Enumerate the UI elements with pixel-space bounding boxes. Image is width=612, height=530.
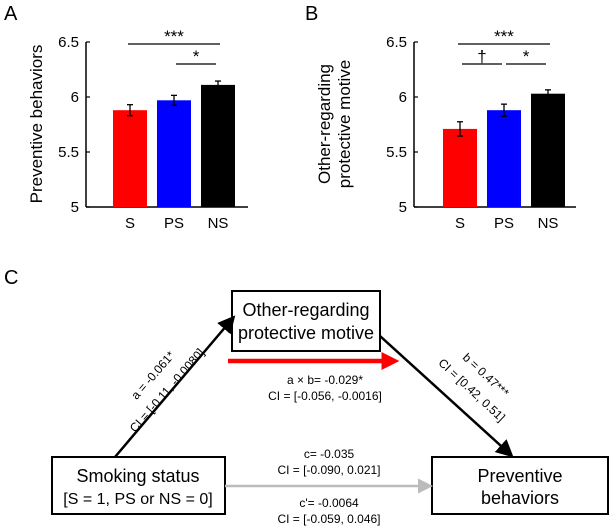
indirect-effect-coefficient: a × b= -0.029* bbox=[287, 373, 363, 387]
total-effect-coefficient: c= -0.035 bbox=[304, 447, 355, 461]
direct-effect-ci: CI = [-0.059, 0.046] bbox=[277, 512, 380, 526]
x-tick-label-s: S bbox=[455, 215, 465, 232]
total-effect-ci: CI = [-0.090, 0.021] bbox=[277, 463, 380, 477]
panel-label-a: A bbox=[4, 3, 18, 25]
panel-label-b: B bbox=[305, 3, 318, 25]
panel-label-c: C bbox=[4, 267, 18, 289]
y-tick-label: 6.5 bbox=[386, 34, 407, 51]
chart-b: B Other-regarding protective motive 5 5.5… bbox=[305, 3, 576, 232]
x-tick-label-ps: PS bbox=[164, 215, 184, 232]
significance-label: *** bbox=[494, 27, 514, 46]
chart-a: A Preventive behaviors 55.566.5 S PS NS***… bbox=[4, 3, 248, 232]
bar-ps bbox=[157, 100, 191, 207]
outcome-label-line1: Preventive bbox=[477, 466, 562, 486]
x-tick-label-ns: NS bbox=[538, 215, 559, 232]
mediator-box bbox=[231, 290, 381, 352]
x-tick-label-ns: NS bbox=[208, 215, 229, 232]
y-tick-label: 5.5 bbox=[386, 144, 407, 161]
significance-label: * bbox=[523, 47, 530, 66]
mediation-diagram: C Other-regarding protective motive Smok… bbox=[4, 267, 609, 526]
bar-s bbox=[443, 128, 477, 207]
outcome-box bbox=[431, 456, 609, 515]
bar-ns bbox=[531, 93, 565, 207]
bar-s bbox=[113, 110, 147, 207]
direct-effect-coefficient: c'= -0.0064 bbox=[299, 496, 359, 510]
predictor-label-line1: Smoking status bbox=[76, 466, 199, 486]
y-axis-label-b-line2: protective motive bbox=[335, 60, 354, 189]
x-tick-label-ps: PS bbox=[494, 215, 514, 232]
path-a-arrow bbox=[114, 315, 236, 458]
outcome-label-line2: behaviors bbox=[481, 488, 559, 508]
indirect-effect-ci: CI = [-0.056, -0.0016] bbox=[268, 389, 382, 403]
y-tick-label: 5 bbox=[71, 199, 79, 216]
y-tick-label: 6 bbox=[399, 89, 407, 106]
y-axis-label-b-line1: Other-regarding bbox=[315, 64, 334, 184]
path-b-arrow bbox=[379, 335, 514, 458]
marks-a: S PS NS**** bbox=[113, 27, 235, 232]
predictor-label-line2: [S = 1, PS or NS = 0] bbox=[63, 491, 212, 508]
marks-b: S PS NS *** † * bbox=[443, 27, 565, 232]
predictor-box bbox=[51, 456, 226, 515]
y-tick-label: 6 bbox=[71, 89, 79, 106]
y-tick-label: 5.5 bbox=[58, 144, 79, 161]
bar-ns bbox=[201, 84, 235, 207]
bar-ps bbox=[487, 110, 521, 207]
mediator-label-line1: Other-regarding bbox=[242, 300, 369, 320]
y-axis-label-a: Preventive behaviors bbox=[27, 45, 46, 204]
significance-label: *** bbox=[164, 27, 184, 46]
significance-label: † bbox=[477, 47, 486, 66]
y-tick-label: 6.5 bbox=[58, 34, 79, 51]
significance-label: * bbox=[193, 47, 200, 66]
y-tick-label: 5 bbox=[399, 199, 407, 216]
x-tick-label-s: S bbox=[125, 215, 135, 232]
mediator-label-line2: protective motive bbox=[238, 323, 374, 343]
